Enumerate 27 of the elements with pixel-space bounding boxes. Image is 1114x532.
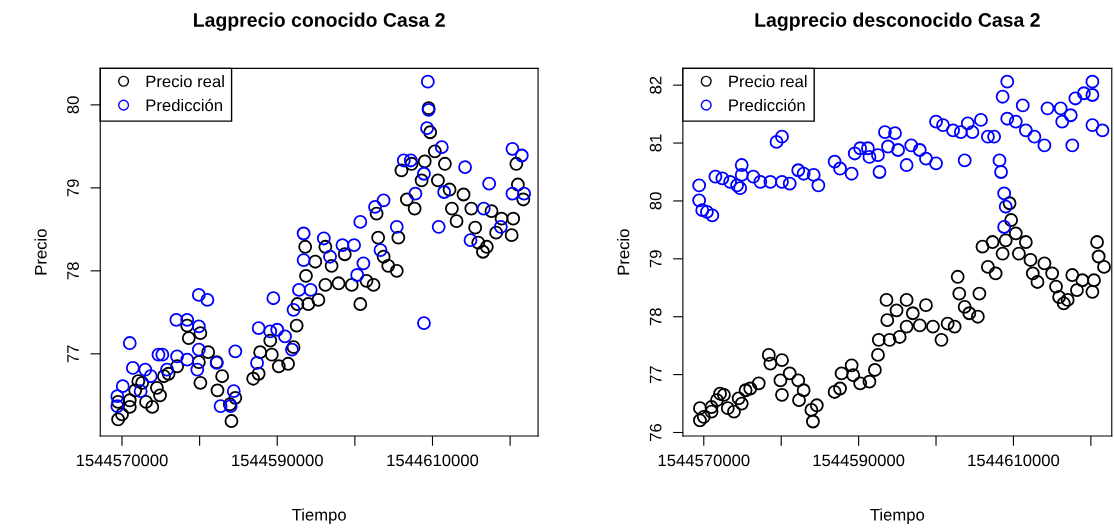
y-tick-label: 76 — [649, 423, 662, 441]
y-axis-title: Precio — [617, 229, 630, 275]
x-tick-label: 1544610000 — [968, 454, 1060, 467]
y-axis-title: Precio — [34, 229, 47, 275]
x-tick-label: 1544570000 — [76, 454, 168, 467]
y-tick-label: 79 — [649, 250, 662, 268]
y-tick-label: 78 — [649, 308, 662, 326]
legend-label: Precio real — [146, 75, 224, 88]
y-tick-label: 80 — [649, 192, 662, 210]
x-tick-label: 1544590000 — [232, 454, 323, 467]
y-tick-label: 77 — [67, 345, 79, 363]
x-axis-title: Tiempo — [292, 508, 346, 524]
x-tick-label: 1544590000 — [813, 454, 905, 467]
y-tick-label: 78 — [67, 262, 79, 280]
y-tick-label: 80 — [67, 96, 79, 114]
x-axis-title: Tiempo — [870, 508, 925, 524]
y-tick-label: 77 — [649, 366, 662, 384]
y-tick-label: 82 — [649, 76, 662, 94]
legend-label: Precio real — [729, 75, 807, 88]
x-tick-label: 1544610000 — [387, 454, 479, 467]
y-tick-label: 81 — [649, 134, 662, 152]
y-tick-label: 79 — [67, 179, 79, 197]
legend-label: Predicción — [729, 98, 805, 112]
chart-title: Lagprecio conocido Casa 2 — [194, 12, 445, 31]
legend-label: Predicción — [146, 98, 222, 112]
x-tick-label: 1544570000 — [658, 454, 750, 467]
chart-title: Lagprecio desconocido Casa 2 — [755, 12, 1040, 31]
